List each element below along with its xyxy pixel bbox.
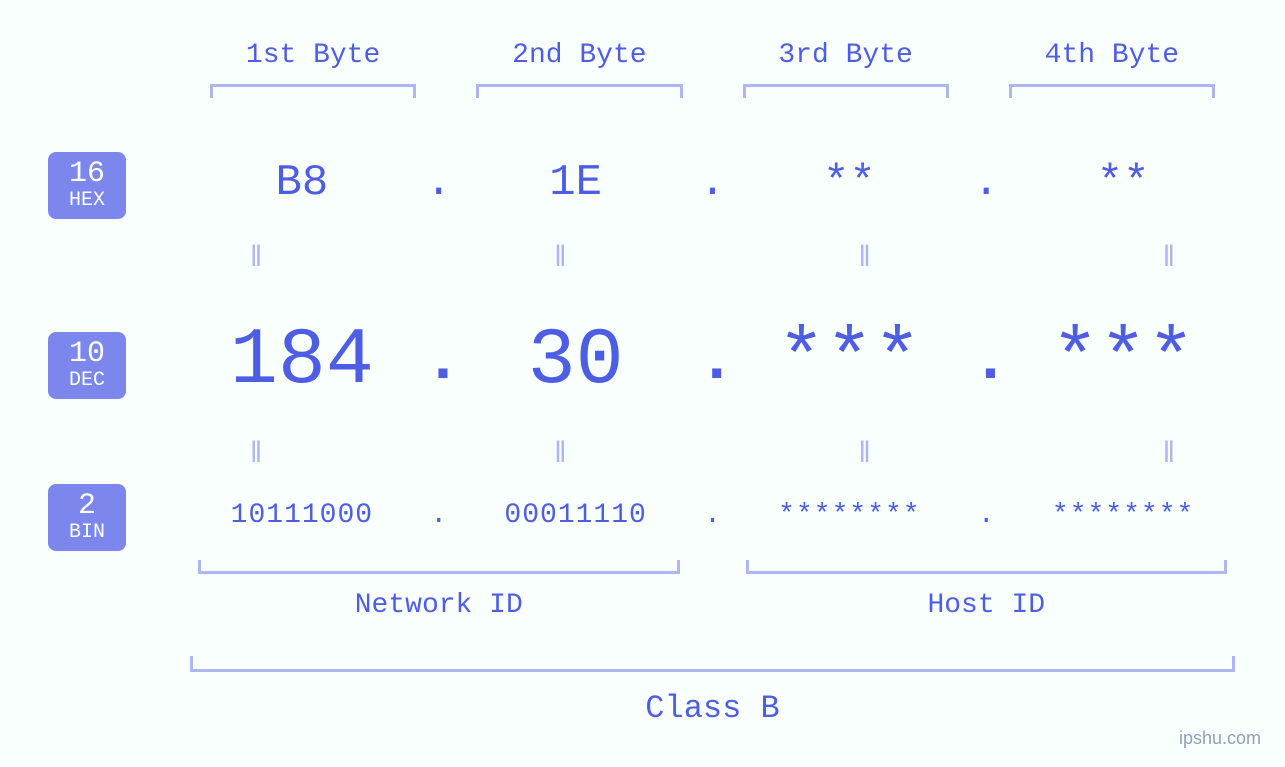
equals-icon: ǁ xyxy=(180,438,332,472)
bin-base-label: BIN xyxy=(48,523,126,543)
bin-byte-2: 00011110 xyxy=(454,500,698,531)
bin-byte-1: 10111000 xyxy=(180,500,424,531)
hex-base-number: 16 xyxy=(48,158,126,191)
class-bracket: Class B xyxy=(180,656,1245,727)
dec-byte-1: 184 xyxy=(180,316,424,407)
dec-base-number: 10 xyxy=(48,338,126,371)
bin-row: 10111000 . 00011110 . ******** . *******… xyxy=(180,500,1245,531)
dec-row: 184 . 30 . *** . *** xyxy=(180,316,1245,407)
dec-base-label: DEC xyxy=(48,371,126,391)
byte-header-2: 2nd Byte xyxy=(446,40,712,71)
bracket-icon xyxy=(476,84,682,98)
equals-icon: ǁ xyxy=(484,438,636,472)
dot-separator: . xyxy=(971,158,1001,208)
bracket-icon xyxy=(1009,84,1215,98)
equals-row-1: ǁ ǁ ǁ ǁ xyxy=(180,242,1245,276)
watermark: ipshu.com xyxy=(1179,728,1261,749)
equals-icon: ǁ xyxy=(180,242,332,276)
hex-byte-3: ** xyxy=(728,158,972,208)
bracket-icon xyxy=(746,560,1228,574)
ip-diagram: 1st Byte 2nd Byte 3rd Byte 4th Byte 16 H… xyxy=(0,0,1285,767)
class-label: Class B xyxy=(180,690,1245,727)
hex-byte-4: ** xyxy=(1001,158,1245,208)
dot-separator: . xyxy=(424,158,454,208)
dec-byte-4: *** xyxy=(1001,316,1245,407)
equals-icon: ǁ xyxy=(1093,438,1245,472)
equals-icon: ǁ xyxy=(789,438,941,472)
dec-byte-3: *** xyxy=(728,316,972,407)
dot-separator: . xyxy=(698,326,728,398)
bin-byte-4: ******** xyxy=(1001,500,1245,531)
byte-headers: 1st Byte 2nd Byte 3rd Byte 4th Byte xyxy=(180,40,1245,71)
dot-separator: . xyxy=(424,326,454,398)
hex-base-label: HEX xyxy=(48,191,126,211)
hex-byte-2: 1E xyxy=(454,158,698,208)
dot-separator: . xyxy=(698,158,728,208)
dot-separator: . xyxy=(971,326,1001,398)
network-id-label: Network ID xyxy=(180,590,698,621)
equals-icon: ǁ xyxy=(484,242,636,276)
network-host-brackets: Network ID Host ID xyxy=(180,560,1245,621)
equals-icon: ǁ xyxy=(789,242,941,276)
byte-header-4: 4th Byte xyxy=(979,40,1245,71)
bracket-icon xyxy=(198,560,680,574)
hex-byte-1: B8 xyxy=(180,158,424,208)
bin-byte-3: ******** xyxy=(728,500,972,531)
byte-header-1: 1st Byte xyxy=(180,40,446,71)
equals-row-2: ǁ ǁ ǁ ǁ xyxy=(180,438,1245,472)
bracket-icon xyxy=(743,84,949,98)
dot-separator: . xyxy=(971,500,1001,531)
hex-row: B8 . 1E . ** . ** xyxy=(180,158,1245,208)
bin-badge: 2 BIN xyxy=(48,484,126,551)
bin-base-number: 2 xyxy=(48,490,126,523)
hex-badge: 16 HEX xyxy=(48,152,126,219)
bracket-icon xyxy=(210,84,416,98)
host-id-label: Host ID xyxy=(728,590,1246,621)
bracket-icon xyxy=(190,656,1235,672)
byte-header-3: 3rd Byte xyxy=(713,40,979,71)
dec-byte-2: 30 xyxy=(454,316,698,407)
dot-separator: . xyxy=(424,500,454,531)
top-brackets xyxy=(180,84,1245,98)
dec-badge: 10 DEC xyxy=(48,332,126,399)
dot-separator: . xyxy=(698,500,728,531)
equals-icon: ǁ xyxy=(1093,242,1245,276)
